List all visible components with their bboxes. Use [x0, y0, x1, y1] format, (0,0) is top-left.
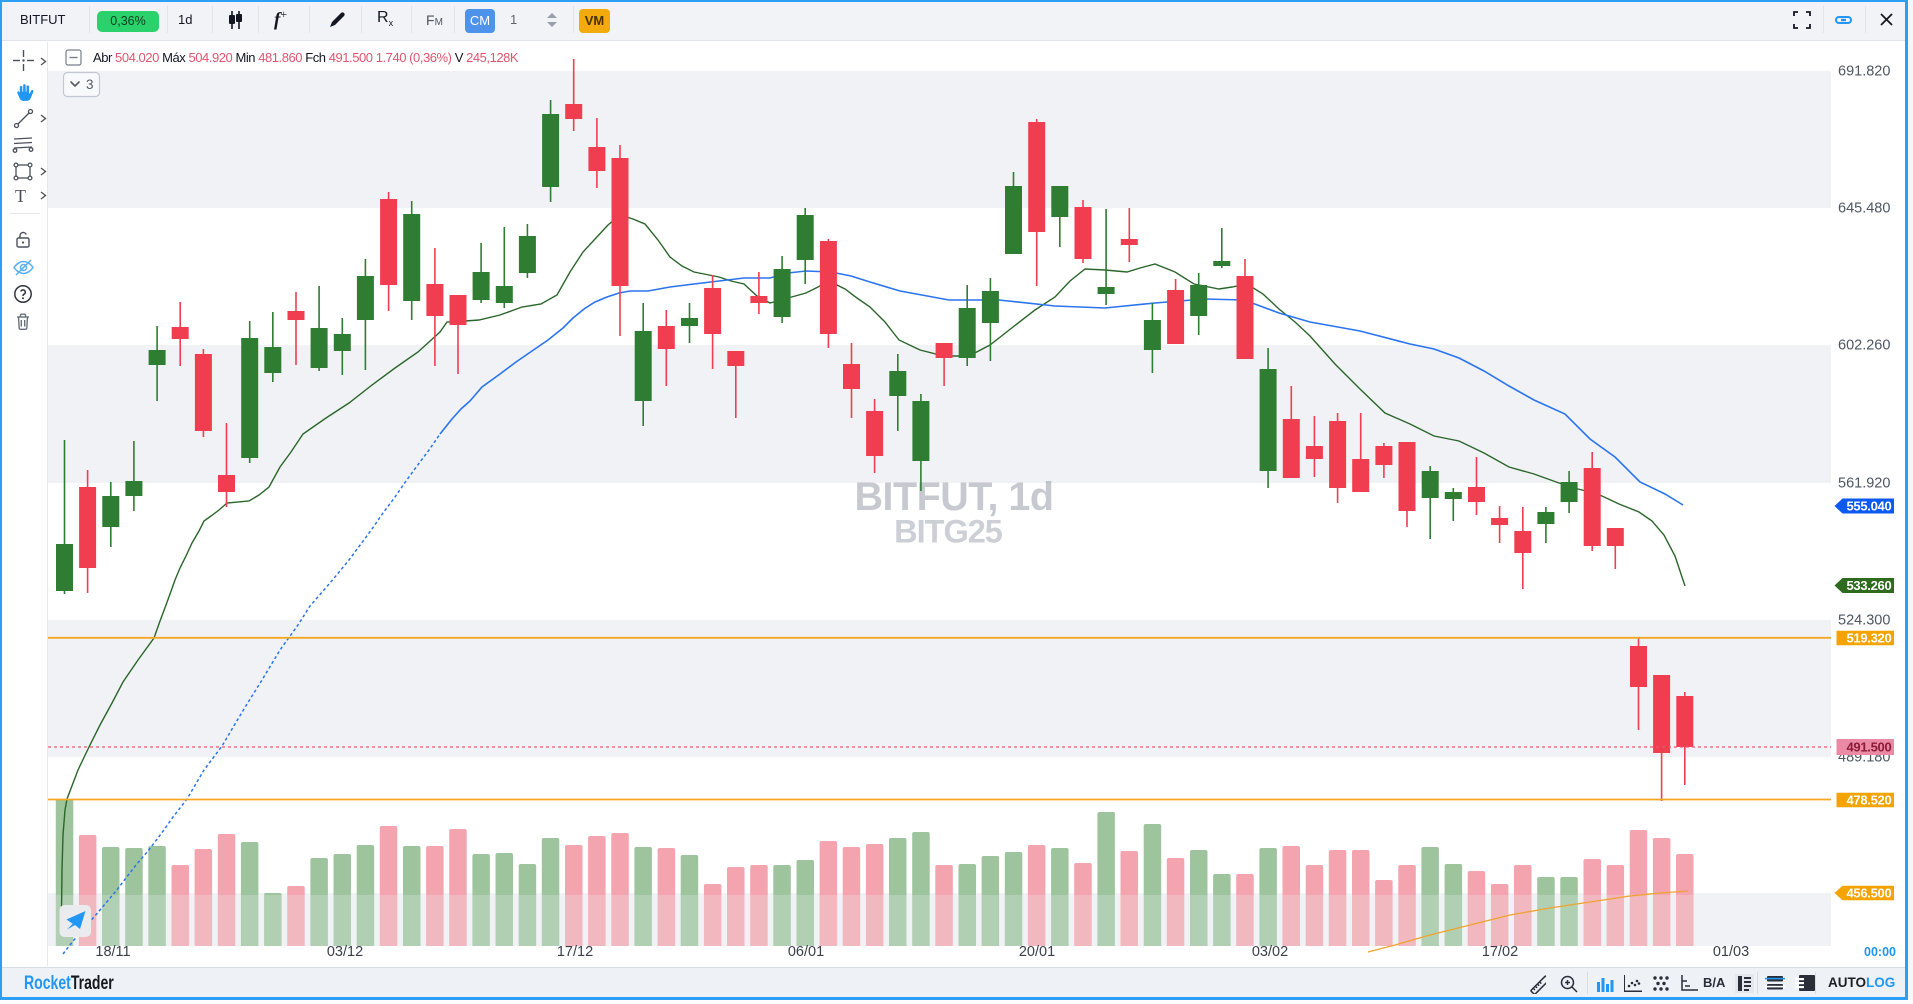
svg-text:555.040: 555.040 — [1847, 499, 1892, 514]
svg-text:03/12: 03/12 — [327, 944, 363, 960]
svg-text:645.480: 645.480 — [1838, 201, 1890, 217]
svg-text:01/03: 01/03 — [1713, 944, 1749, 960]
svg-text:17/02: 17/02 — [1482, 944, 1518, 960]
svg-text:491.500: 491.500 — [1847, 740, 1892, 755]
svg-text:00:00: 00:00 — [1864, 945, 1896, 959]
svg-text:Abr 504.020 Máx 504.920 Min 48: Abr 504.020 Máx 504.920 Min 481.860 Fch … — [93, 50, 519, 65]
svg-text:BITG25: BITG25 — [894, 514, 1003, 550]
svg-text:524.300: 524.300 — [1838, 613, 1890, 629]
svg-text:17/12: 17/12 — [557, 944, 593, 960]
svg-text:03/02: 03/02 — [1252, 944, 1288, 960]
svg-text:691.820: 691.820 — [1838, 64, 1890, 80]
svg-text:06/01: 06/01 — [788, 944, 824, 960]
svg-text:561.920: 561.920 — [1838, 476, 1890, 492]
svg-text:20/01: 20/01 — [1019, 944, 1055, 960]
svg-text:456.500: 456.500 — [1847, 886, 1892, 901]
svg-text:533.260: 533.260 — [1847, 578, 1892, 593]
svg-text:18/11: 18/11 — [95, 944, 130, 960]
svg-text:BITFUT, 1d: BITFUT, 1d — [854, 475, 1053, 519]
svg-text:519.320: 519.320 — [1847, 631, 1892, 646]
svg-text:602.260: 602.260 — [1838, 338, 1890, 354]
svg-text:3: 3 — [86, 77, 94, 92]
svg-text:478.520: 478.520 — [1847, 793, 1892, 808]
